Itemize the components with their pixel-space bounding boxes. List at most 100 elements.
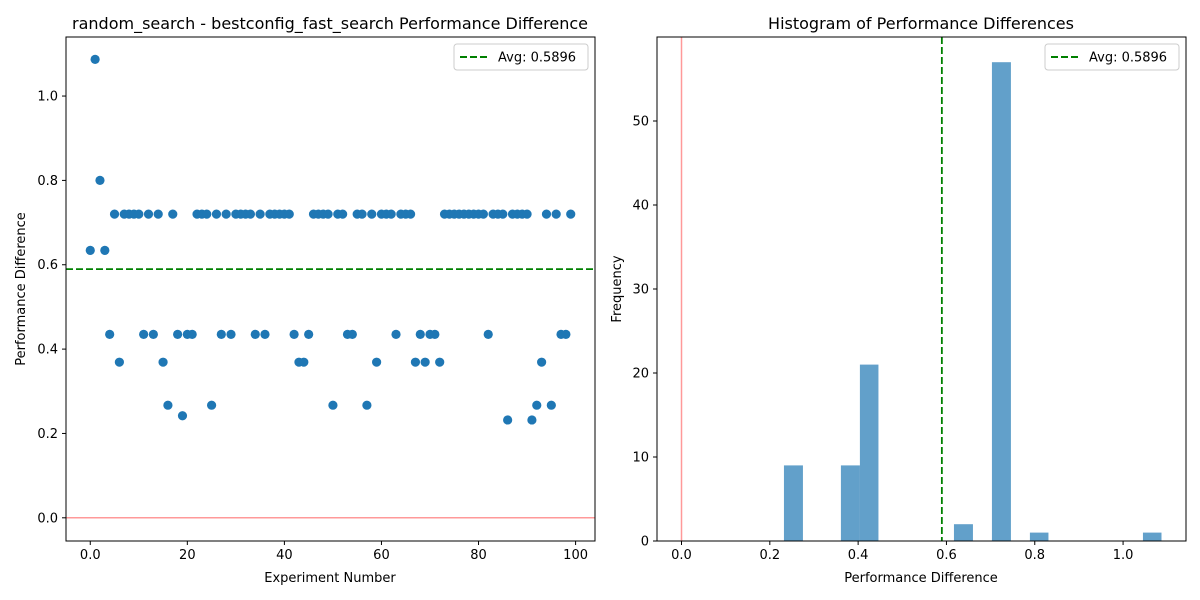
- scatter-point: [173, 329, 183, 339]
- scatter-points: [85, 54, 576, 425]
- scatter-point: [357, 209, 367, 219]
- scatter-point: [250, 329, 260, 339]
- scatter-point: [503, 415, 513, 425]
- histogram-x-axis-label: Performance Difference: [844, 571, 998, 586]
- scatter-x-tick-label: 40: [276, 548, 293, 563]
- scatter-point: [478, 209, 488, 219]
- scatter-point: [245, 209, 256, 219]
- histogram-y-tick-label: 10: [632, 451, 649, 466]
- scatter-point: [134, 209, 144, 219]
- histogram-x-tick-label: 0.0: [671, 548, 692, 563]
- histogram-y-tick-label: 20: [632, 367, 649, 382]
- scatter-point: [260, 329, 270, 339]
- scatter-y-tick-label: 0.6: [37, 258, 58, 273]
- scatter-point: [206, 400, 217, 410]
- scatter-point: [561, 329, 571, 339]
- histogram-bar: [840, 465, 860, 541]
- histogram-title: Histogram of Performance Differences: [768, 14, 1074, 33]
- scatter-point: [430, 329, 440, 339]
- histogram-bar: [953, 524, 973, 541]
- scatter-x-tick-label: 20: [179, 548, 196, 563]
- histogram-y-tick-label: 0: [641, 535, 649, 550]
- histogram-y-ticks: 0 10 20 30 40 50: [632, 115, 657, 550]
- scatter-point: [187, 329, 197, 339]
- scatter-point: [410, 357, 421, 367]
- scatter-point: [527, 415, 537, 425]
- scatter-point: [415, 329, 425, 339]
- histogram-bar: [859, 364, 879, 541]
- scatter-point: [362, 400, 372, 410]
- scatter-point: [367, 209, 377, 219]
- histogram-bar: [1142, 532, 1162, 541]
- scatter-title: random_search - bestconfig_fast_search P…: [72, 14, 588, 34]
- scatter-point: [163, 400, 173, 410]
- scatter-point: [109, 209, 120, 219]
- scatter-point: [255, 209, 265, 219]
- histogram-bar: [991, 62, 1011, 541]
- scatter-point: [143, 209, 154, 219]
- histogram-bar: [1029, 532, 1049, 541]
- scatter-point: [566, 209, 576, 219]
- histogram-x-tick-label: 1.0: [1113, 548, 1134, 563]
- scatter-chart: random_search - bestconfig_fast_search P…: [14, 14, 596, 586]
- histogram-bar: [783, 465, 803, 541]
- histogram-x-tick-label: 0.8: [1024, 548, 1045, 563]
- scatter-point: [95, 175, 105, 185]
- scatter-point: [211, 209, 222, 219]
- scatter-point: [221, 209, 231, 219]
- scatter-legend-box: [453, 43, 589, 71]
- scatter-x-axis-label: Experiment Number: [264, 571, 396, 586]
- scatter-point: [299, 357, 309, 367]
- scatter-y-axis-label: Performance Difference: [14, 212, 29, 366]
- scatter-point: [114, 357, 124, 367]
- scatter-point: [90, 54, 100, 64]
- histogram-legend-box: [1044, 43, 1180, 71]
- scatter-point: [551, 209, 561, 219]
- scatter-point: [541, 209, 552, 219]
- histogram-x-ticks: 0.0 0.2 0.4 0.6 0.8 1.0: [671, 541, 1133, 563]
- scatter-point: [177, 411, 188, 421]
- scatter-point: [372, 357, 382, 367]
- scatter-point: [284, 209, 294, 219]
- histogram-x-tick-label: 0.4: [848, 548, 869, 563]
- scatter-point: [139, 329, 149, 339]
- scatter-point: [420, 357, 430, 367]
- histogram-y-axis-label: Frequency: [610, 255, 625, 322]
- scatter-point: [391, 329, 401, 339]
- scatter-point: [546, 400, 556, 410]
- histogram-bars: [783, 62, 1162, 541]
- scatter-point: [483, 329, 493, 339]
- scatter-y-tick-label: 0.4: [37, 343, 58, 358]
- histogram-y-tick-label: 50: [632, 115, 649, 130]
- scatter-point: [304, 329, 314, 339]
- scatter-y-tick-label: 1.0: [37, 90, 58, 105]
- scatter-x-tick-label: 100: [563, 548, 588, 563]
- scatter-point: [168, 209, 178, 219]
- scatter-point: [226, 329, 236, 339]
- scatter-y-ticks: 0.0 0.2 0.4 0.6 0.8 1.0: [37, 90, 66, 526]
- scatter-point: [202, 209, 212, 219]
- scatter-point: [323, 209, 333, 219]
- scatter-point: [435, 357, 445, 367]
- scatter-x-ticks: 0.0 20 40 60 80 100: [80, 541, 588, 563]
- histogram-y-tick-label: 30: [632, 283, 649, 298]
- scatter-x-tick-label: 80: [470, 548, 487, 563]
- histogram-x-tick-label: 0.6: [936, 548, 957, 563]
- scatter-legend: Avg: 0.5896: [453, 43, 589, 71]
- scatter-point: [537, 357, 547, 367]
- scatter-y-tick-label: 0.0: [37, 511, 58, 526]
- scatter-point: [386, 209, 396, 219]
- scatter-point: [338, 209, 348, 219]
- histogram-x-tick-label: 0.2: [759, 548, 780, 563]
- scatter-point: [100, 245, 110, 256]
- scatter-x-tick-label: 60: [373, 548, 390, 563]
- scatter-point: [405, 209, 416, 219]
- scatter-point: [532, 400, 542, 410]
- histogram-y-tick-label: 40: [632, 199, 649, 214]
- scatter-point: [158, 357, 168, 367]
- scatter-point: [498, 209, 508, 219]
- scatter-point: [153, 209, 163, 219]
- scatter-y-tick-label: 0.8: [37, 174, 58, 189]
